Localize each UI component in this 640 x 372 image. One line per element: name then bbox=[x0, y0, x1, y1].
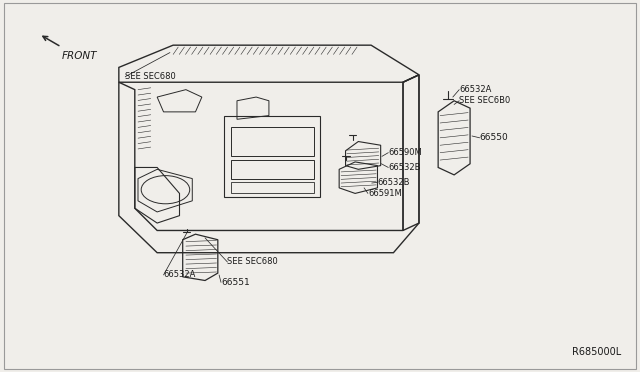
Text: SEE SEC680: SEE SEC680 bbox=[227, 257, 278, 266]
Text: 66590M: 66590M bbox=[388, 148, 422, 157]
Text: FRONT: FRONT bbox=[61, 51, 97, 61]
Text: R685000L: R685000L bbox=[572, 347, 621, 357]
Text: 66532A: 66532A bbox=[164, 270, 196, 279]
Text: SEE SEC680: SEE SEC680 bbox=[125, 72, 176, 81]
Text: 66550: 66550 bbox=[479, 133, 508, 142]
Text: 66532B: 66532B bbox=[388, 163, 421, 172]
Text: 66551: 66551 bbox=[221, 278, 250, 287]
Text: 66532B: 66532B bbox=[378, 178, 410, 187]
Text: SEE SEC6B0: SEE SEC6B0 bbox=[460, 96, 511, 105]
Text: 66532A: 66532A bbox=[460, 85, 492, 94]
Text: 66591M: 66591M bbox=[368, 189, 402, 198]
